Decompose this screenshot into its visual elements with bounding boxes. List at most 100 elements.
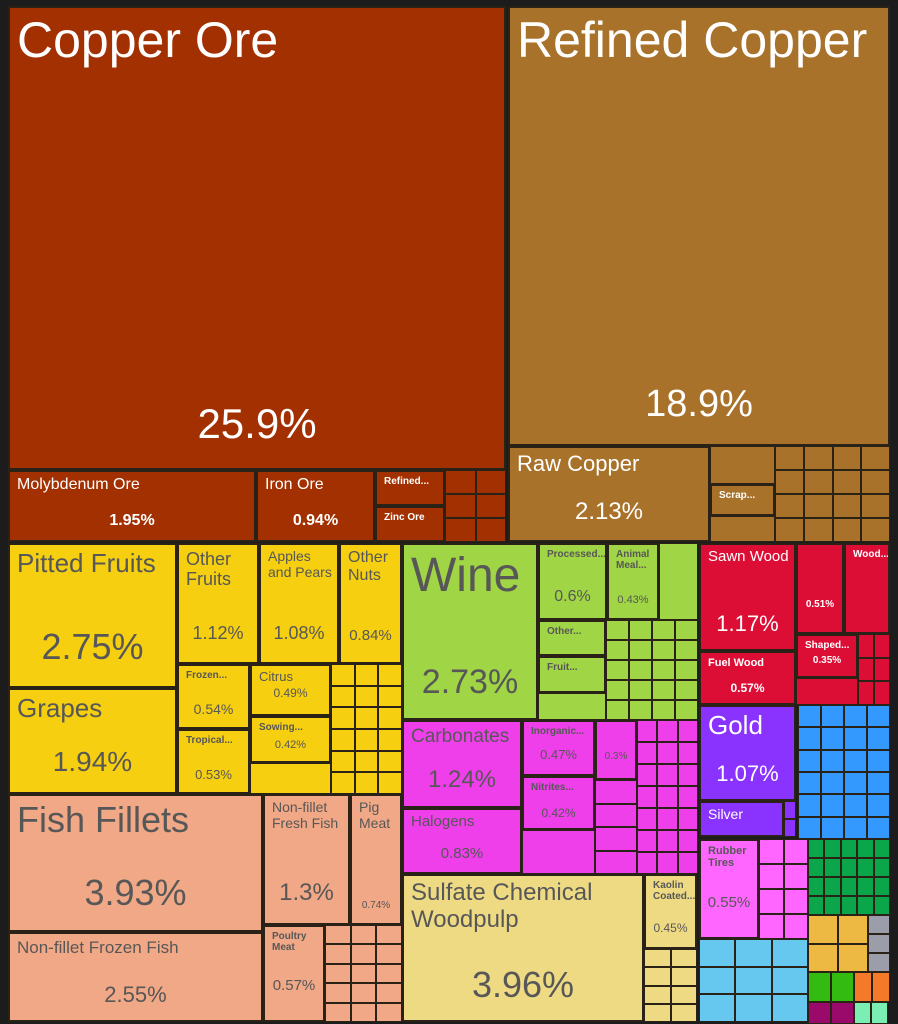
treemap-tile-minor[interactable]	[803, 446, 833, 470]
treemap-tile-minor[interactable]	[821, 794, 844, 817]
treemap-tile[interactable]: Sawn Wood 1.17%	[699, 543, 796, 651]
treemap-tile-minor[interactable]	[652, 660, 675, 680]
treemap-tile-minor[interactable]	[798, 727, 821, 750]
treemap-tile-minor[interactable]	[657, 786, 678, 808]
treemap-tile-minor[interactable]	[657, 720, 678, 742]
treemap-tile-minor[interactable]	[331, 664, 355, 686]
treemap-tile-minor[interactable]	[644, 985, 671, 1004]
treemap-tile-minor[interactable]	[759, 889, 784, 914]
treemap-tile-minor[interactable]	[659, 543, 698, 620]
treemap-tile-minor[interactable]	[606, 680, 629, 700]
treemap-tile-minor[interactable]	[784, 819, 796, 837]
treemap-tile-minor[interactable]	[840, 877, 858, 896]
treemap-tile-minor[interactable]	[871, 1002, 888, 1024]
treemap-tile-minor[interactable]	[378, 664, 402, 686]
treemap-tile-minor[interactable]	[867, 705, 890, 728]
treemap-tile-minor[interactable]	[831, 1002, 854, 1024]
treemap-tile[interactable]: Silver	[699, 801, 784, 837]
treemap-tile-minor[interactable]	[868, 953, 890, 972]
treemap-tile-minor[interactable]	[867, 772, 890, 795]
treemap-tile-minor[interactable]	[325, 1002, 351, 1022]
treemap-tile[interactable]: Non-fillet Fresh Fish 1.3%	[263, 794, 350, 925]
treemap-tile-minor[interactable]	[867, 749, 890, 772]
treemap-tile-minor[interactable]	[644, 967, 671, 986]
treemap-tile-minor[interactable]	[629, 640, 652, 660]
treemap-tile-minor[interactable]	[445, 518, 476, 542]
treemap-tile-minor[interactable]	[354, 685, 379, 708]
treemap-tile-minor[interactable]	[831, 972, 854, 1002]
treemap-tile[interactable]: Fruit...	[538, 656, 606, 693]
treemap-tile-minor[interactable]	[735, 966, 772, 995]
treemap-tile-minor[interactable]	[857, 877, 874, 896]
treemap-tile-minor[interactable]	[675, 640, 698, 660]
treemap-tile-minor[interactable]	[629, 680, 652, 700]
treemap-tile-minor[interactable]	[832, 518, 862, 542]
treemap-tile-minor[interactable]	[867, 816, 890, 839]
treemap-tile-minor[interactable]	[840, 896, 858, 915]
treemap-tile-minor[interactable]	[677, 852, 698, 874]
treemap-tile-minor[interactable]	[798, 772, 821, 795]
treemap-tile-minor[interactable]	[824, 839, 841, 858]
treemap-tile-minor[interactable]	[857, 896, 874, 915]
treemap-tile-minor[interactable]	[354, 772, 379, 794]
treemap-tile-minor[interactable]	[808, 1002, 831, 1024]
treemap-tile-minor[interactable]	[606, 620, 629, 640]
treemap-tile[interactable]: Molybdenum Ore 1.95%	[8, 470, 256, 542]
treemap-tile-minor[interactable]	[637, 808, 658, 830]
treemap-tile-minor[interactable]	[637, 830, 658, 852]
treemap-tile-minor[interactable]	[670, 985, 697, 1004]
treemap-tile-minor[interactable]	[670, 949, 697, 968]
treemap-tile[interactable]: Iron Ore 0.94%	[256, 470, 375, 542]
treemap-tile-minor[interactable]	[735, 939, 772, 967]
treemap-tile[interactable]: Rubber Tires 0.55%	[699, 839, 759, 939]
treemap-tile-minor[interactable]	[637, 742, 658, 764]
treemap-tile-minor[interactable]	[854, 972, 872, 1002]
treemap-tile-minor[interactable]	[350, 944, 377, 964]
treemap-tile-minor[interactable]	[644, 949, 671, 968]
treemap-tile-minor[interactable]	[821, 749, 844, 772]
treemap-tile-minor[interactable]	[652, 680, 675, 700]
treemap-tile-minor[interactable]	[657, 852, 678, 874]
treemap-tile-minor[interactable]	[606, 640, 629, 660]
treemap-tile-minor[interactable]	[858, 634, 874, 658]
treemap-tile-minor[interactable]	[677, 720, 698, 742]
treemap-tile[interactable]: Copper Ore 25.9%	[8, 6, 506, 470]
treemap-tile-minor[interactable]	[354, 729, 379, 751]
treemap-tile-minor[interactable]	[378, 685, 402, 708]
treemap-tile-minor[interactable]	[378, 729, 402, 751]
treemap-tile[interactable]: Other...	[538, 620, 606, 656]
treemap-tile-minor[interactable]	[808, 877, 825, 896]
treemap-tile-minor[interactable]	[325, 963, 351, 984]
treemap-tile-minor[interactable]	[657, 830, 678, 852]
treemap-tile-minor[interactable]	[331, 772, 355, 794]
treemap-tile-minor[interactable]	[595, 803, 637, 827]
treemap-tile-minor[interactable]	[675, 700, 698, 720]
treemap-tile-minor[interactable]	[803, 470, 833, 494]
treemap-tile-minor[interactable]	[637, 720, 658, 742]
treemap-tile[interactable]: Gold 1.07%	[699, 705, 796, 801]
treemap-tile-minor[interactable]	[873, 858, 890, 877]
treemap-tile[interactable]: Other Fruits 1.12%	[177, 543, 259, 664]
treemap-tile-minor[interactable]	[840, 839, 858, 858]
treemap-tile-minor[interactable]	[803, 518, 833, 542]
treemap-tile-minor[interactable]	[803, 494, 833, 518]
treemap-tile-minor[interactable]	[771, 939, 808, 967]
treemap-tile[interactable]: Refined Copper 18.9%	[508, 6, 890, 446]
treemap-tile-minor[interactable]	[821, 772, 844, 795]
treemap-tile-minor[interactable]	[376, 944, 402, 964]
treemap-tile-minor[interactable]	[783, 914, 808, 939]
treemap-tile-minor[interactable]	[808, 943, 838, 972]
treemap-tile-minor[interactable]	[771, 966, 808, 995]
treemap-tile-minor[interactable]	[858, 657, 874, 682]
treemap-tile-minor[interactable]	[644, 1003, 671, 1022]
treemap-tile-minor[interactable]	[475, 494, 506, 518]
treemap-tile-minor[interactable]	[872, 972, 890, 1002]
treemap-tile-minor[interactable]	[873, 896, 890, 915]
treemap-tile[interactable]: Shaped... 0.35%	[796, 634, 858, 678]
treemap-tile-minor[interactable]	[784, 801, 796, 819]
treemap-tile-minor[interactable]	[821, 727, 844, 750]
treemap-tile-minor[interactable]	[354, 664, 379, 686]
treemap-tile-minor[interactable]	[783, 864, 808, 889]
treemap-tile[interactable]: Fish Fillets 3.93%	[8, 794, 263, 932]
treemap-tile[interactable]: Citrus 0.49%	[250, 664, 331, 716]
